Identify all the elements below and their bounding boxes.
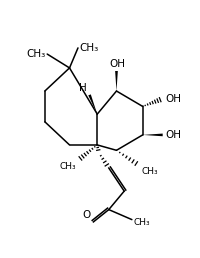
Polygon shape [142, 134, 162, 136]
Text: CH₃: CH₃ [60, 162, 76, 171]
Text: OH: OH [109, 59, 125, 69]
Text: H: H [79, 83, 87, 93]
Text: O: O [82, 210, 91, 220]
Polygon shape [115, 71, 117, 91]
Text: OH: OH [164, 94, 180, 104]
Text: CH₃: CH₃ [26, 49, 45, 59]
Text: CH₃: CH₃ [140, 167, 157, 176]
Text: CH₃: CH₃ [133, 218, 149, 227]
Polygon shape [88, 94, 97, 114]
Text: CH₃: CH₃ [79, 43, 98, 53]
Text: OH: OH [164, 130, 180, 140]
